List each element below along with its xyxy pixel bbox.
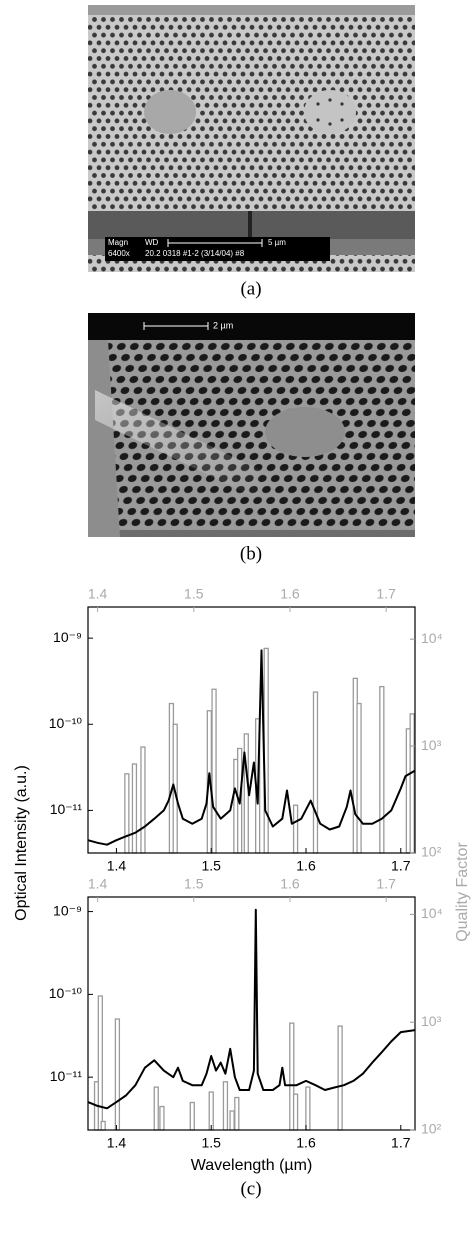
q-bar: [100, 1120, 106, 1131]
x2-tick-label: 1.7: [376, 586, 396, 602]
q-bar: [189, 1101, 195, 1131]
y-axis-label: Optical Intensity (a.u.): [13, 765, 30, 921]
x2-tick-label: 1.6: [280, 876, 300, 892]
x-tick-label: 1.5: [201, 1135, 221, 1151]
q-bar: [153, 1086, 159, 1131]
image-text: Magn: [108, 238, 128, 247]
q-bar: [409, 713, 415, 854]
y-tick-label: 10⁻¹¹: [50, 1068, 83, 1084]
q-bar: [305, 1086, 311, 1131]
q-bar: [379, 685, 385, 854]
y2-axis-label: Quality Factor: [454, 842, 471, 942]
panel-label: (b): [240, 543, 262, 564]
scale-bar-label: 2 µm: [213, 320, 233, 330]
y2-tick-label: 10³: [421, 737, 442, 753]
q-bar: [292, 804, 299, 854]
q-bar: [229, 1110, 235, 1131]
x-tick-label: 1.6: [296, 858, 316, 874]
x-tick-label: 1.7: [391, 858, 411, 874]
y2-tick-label: 10²: [421, 1121, 442, 1137]
image-text: 20.2 0318 #1-2 (3/14/04) #8: [145, 249, 245, 258]
q-bar: [292, 1093, 299, 1131]
x-tick-label: 1.5: [201, 858, 221, 874]
x-axis-label: Wavelength (µm): [191, 1157, 313, 1174]
intensity-line: [87, 649, 416, 846]
q-bar: [312, 691, 319, 854]
x2-tick-label: 1.4: [88, 876, 108, 892]
intensity-line: [87, 908, 416, 1110]
panel-label: (c): [240, 1178, 261, 1199]
q-bar: [356, 702, 362, 854]
sem-image-a: Magn WD 5 µm 6400x 20.2 0318 #1-2 (3/14/…: [88, 5, 415, 272]
plot-frame: [87, 896, 416, 1131]
plot-frame: [87, 606, 416, 854]
x-tick-label: 1.4: [107, 858, 127, 874]
q-bar: [140, 746, 146, 854]
q-bar: [159, 1105, 165, 1131]
y-tick-label: 10⁻¹⁰: [49, 985, 83, 1001]
y2-tick-label: 10²: [421, 844, 442, 860]
q-bar: [234, 1096, 240, 1131]
q-bar: [97, 995, 103, 1131]
x2-tick-label: 1.5: [184, 876, 204, 892]
x2-tick-label: 1.6: [280, 586, 300, 602]
x-tick-label: 1.6: [296, 1135, 316, 1151]
q-bar: [114, 1018, 121, 1131]
q-bar: [222, 1081, 229, 1131]
image-text: WD: [145, 238, 159, 247]
q-bar: [131, 763, 138, 854]
y-tick-label: 10⁻⁹: [53, 629, 82, 645]
y-tick-label: 10⁻¹⁰: [49, 715, 83, 731]
panel-label: (a): [240, 278, 261, 299]
scale-bar-label: 5 µm: [268, 238, 286, 247]
y2-tick-label: 10³: [421, 1013, 442, 1029]
y-tick-label: 10⁻¹¹: [50, 801, 83, 817]
y2-tick-label: 10⁴: [421, 630, 443, 646]
sem-image-b: 2 µm: [88, 313, 415, 537]
y-tick-label: 10⁻⁹: [53, 902, 82, 918]
x2-tick-label: 1.5: [184, 586, 204, 602]
q-bar: [211, 688, 217, 854]
x-tick-label: 1.7: [391, 1135, 411, 1151]
q-bar: [124, 773, 130, 854]
x-tick-label: 1.4: [107, 1135, 127, 1151]
image-text: 6400x: [108, 249, 130, 258]
x2-tick-label: 1.7: [376, 876, 396, 892]
q-bar: [337, 1025, 343, 1131]
x2-tick-label: 1.4: [88, 586, 108, 602]
y2-tick-label: 10⁴: [421, 905, 443, 921]
q-bar: [208, 1091, 214, 1131]
